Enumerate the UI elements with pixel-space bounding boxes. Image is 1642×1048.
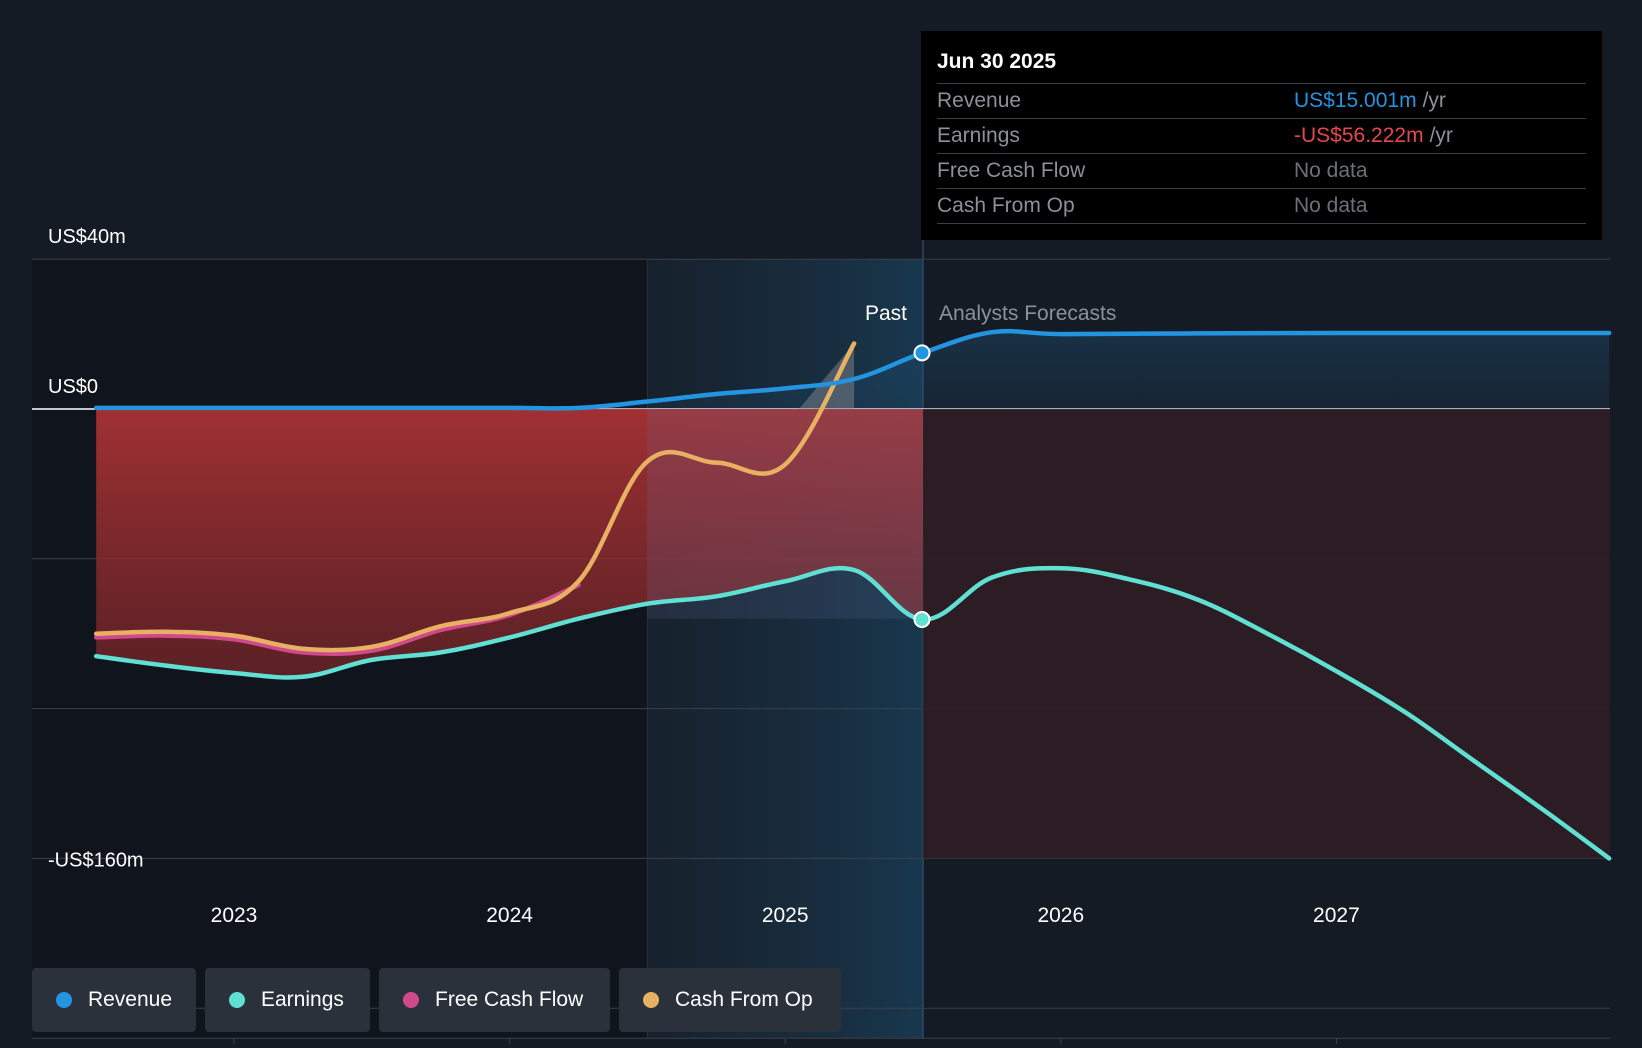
series-line-revenue	[93, 328, 1612, 411]
legend: Revenue Earnings Free Cash Flow Cash Fro…	[32, 968, 850, 1032]
legend-dot-icon	[229, 992, 245, 1008]
revenue-area	[96, 331, 1610, 409]
legend-label: Cash From Op	[675, 988, 813, 1011]
legend-item-cash-from-op[interactable]: Cash From Op	[619, 968, 841, 1032]
tooltip-label: Earnings	[937, 124, 1020, 147]
tooltip-label: Revenue	[937, 89, 1022, 112]
cash-from-op-positive-area	[798, 343, 855, 409]
legend-label: Free Cash Flow	[435, 988, 584, 1011]
tooltip-value: No data	[1294, 194, 1368, 217]
x-tick-label: 2024	[486, 904, 533, 927]
earnings-marker	[913, 610, 931, 628]
earnings-negative-area	[96, 409, 923, 678]
legend-dot-icon	[643, 992, 659, 1008]
tooltip-label: Free Cash Flow	[937, 159, 1086, 182]
tooltip-row-free-cash-flow: Free Cash Flow No data	[937, 154, 1586, 189]
y-axis-label: US$40m	[48, 226, 126, 248]
x-tick-label: 2027	[1313, 904, 1360, 927]
revenue-marker	[913, 344, 931, 362]
tooltip-row-cash-from-op: Cash From Op No data	[937, 189, 1586, 224]
tooltip-label: Cash From Op	[937, 194, 1075, 217]
legend-label: Earnings	[261, 988, 344, 1011]
tooltip-value: No data	[1294, 159, 1368, 182]
legend-item-earnings[interactable]: Earnings	[205, 968, 370, 1032]
tooltip-row-revenue: Revenue US$15.001m/yr	[937, 84, 1586, 119]
past-label: Past	[865, 302, 907, 325]
x-tick-label: 2026	[1037, 904, 1084, 927]
x-tick-label: 2023	[211, 904, 258, 927]
legend-dot-icon	[56, 992, 72, 1008]
legend-label: Revenue	[87, 988, 172, 1011]
series-line-layer	[93, 328, 1612, 861]
tooltip-panel: Jun 30 2025 Revenue US$15.001m/yr Earnin…	[921, 31, 1602, 240]
y-axis-label: -US$160m	[48, 849, 144, 871]
tooltip-value: -US$56.222m/yr	[1294, 124, 1453, 147]
y-axis-label: US$0	[48, 376, 98, 398]
tooltip-date: Jun 30 2025	[937, 31, 1586, 84]
legend-item-free-cash-flow[interactable]: Free Cash Flow	[379, 968, 610, 1032]
legend-item-revenue[interactable]: Revenue	[32, 968, 196, 1032]
series-line-earnings	[93, 565, 1612, 861]
tooltip-value: US$15.001m/yr	[1294, 89, 1446, 112]
tooltip-row-earnings: Earnings -US$56.222m/yr	[937, 119, 1586, 154]
x-tick-label: 2025	[762, 904, 809, 927]
chart-text-layer: US$40m US$0 -US$160m Past Analysts Forecasts…	[48, 226, 1360, 1045]
series-line-cash-from-op	[93, 341, 857, 653]
legend-dot-icon	[403, 992, 419, 1008]
forecast-label: Analysts Forecasts	[939, 302, 1116, 325]
